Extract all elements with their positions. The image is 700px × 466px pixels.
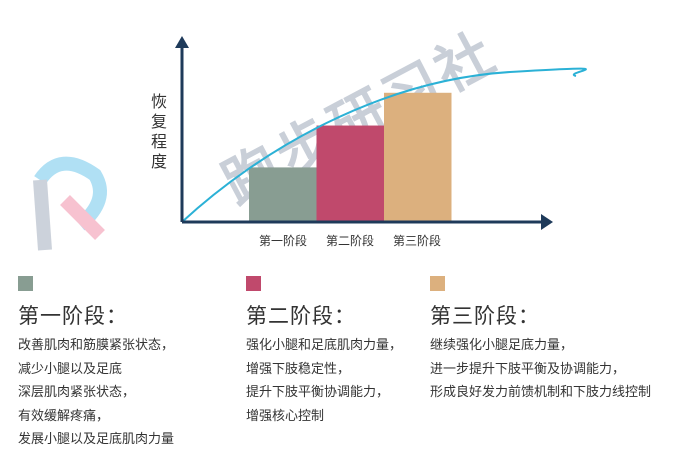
- stage-line: 增强下肢稳定性，: [246, 361, 351, 377]
- stage-line: 深层肌肉紧张状态，: [18, 385, 136, 400]
- stage-title: 第三阶段：: [430, 304, 540, 328]
- stage-title: 第二阶段：: [246, 304, 356, 328]
- stage-title: 第一阶段：: [18, 304, 128, 328]
- bar-2: [316, 125, 384, 222]
- stage-line: 提升下肢平衡协调能力，: [246, 385, 390, 400]
- bar-3: [384, 92, 452, 222]
- x-tick-label: 第二阶段: [325, 234, 374, 248]
- y-axis-label: 恢复程度: [150, 92, 167, 171]
- stage-1-color-swatch: [18, 276, 33, 291]
- y-axis-arrow-icon: [175, 36, 189, 48]
- stage-1-description: 第一阶段： 改善肌肉和筋膜紧张状态， 减少小腿以及足底 深层肌肉紧张状态， 有效…: [18, 300, 174, 452]
- stage-2-color-swatch: [246, 276, 261, 291]
- stage-2-description: 第二阶段： 强化小腿和足底肌肉力量， 增强下肢稳定性， 提升下肢平衡协调能力， …: [246, 300, 402, 428]
- stage-line: 发展小腿以及足底肌肉力量: [18, 432, 175, 447]
- stage-line: 减少小腿以及足底: [18, 361, 123, 377]
- stage-line: 形成良好发力前馈机制和下肢力线控制: [430, 385, 652, 400]
- stage-line: 继续强化小腿足底力量，: [430, 338, 574, 353]
- watermark-logo: [33, 156, 107, 251]
- stage-line: 进一步提升下肢平衡及协调能力，: [430, 361, 626, 377]
- x-tick-label: 第三阶段: [392, 234, 441, 248]
- stage-line: 强化小腿和足底肌肉力量，: [246, 338, 403, 353]
- stage-line: 改善肌肉和筋膜紧张状态，: [18, 338, 175, 353]
- stage-3-color-swatch: [430, 276, 445, 291]
- recovery-curve: [181, 67, 587, 223]
- stage-line: 有效缓解疼痛，: [18, 408, 110, 424]
- bar-1: [249, 167, 317, 222]
- x-tick-label: 第一阶段: [258, 234, 307, 248]
- stage-line: 增强核心控制: [246, 408, 325, 424]
- x-axis-arrow-icon: [541, 214, 553, 230]
- stage-3-description: 第三阶段： 继续强化小腿足底力量， 进一步提升下肢平衡及协调能力， 形成良好发力…: [430, 300, 651, 405]
